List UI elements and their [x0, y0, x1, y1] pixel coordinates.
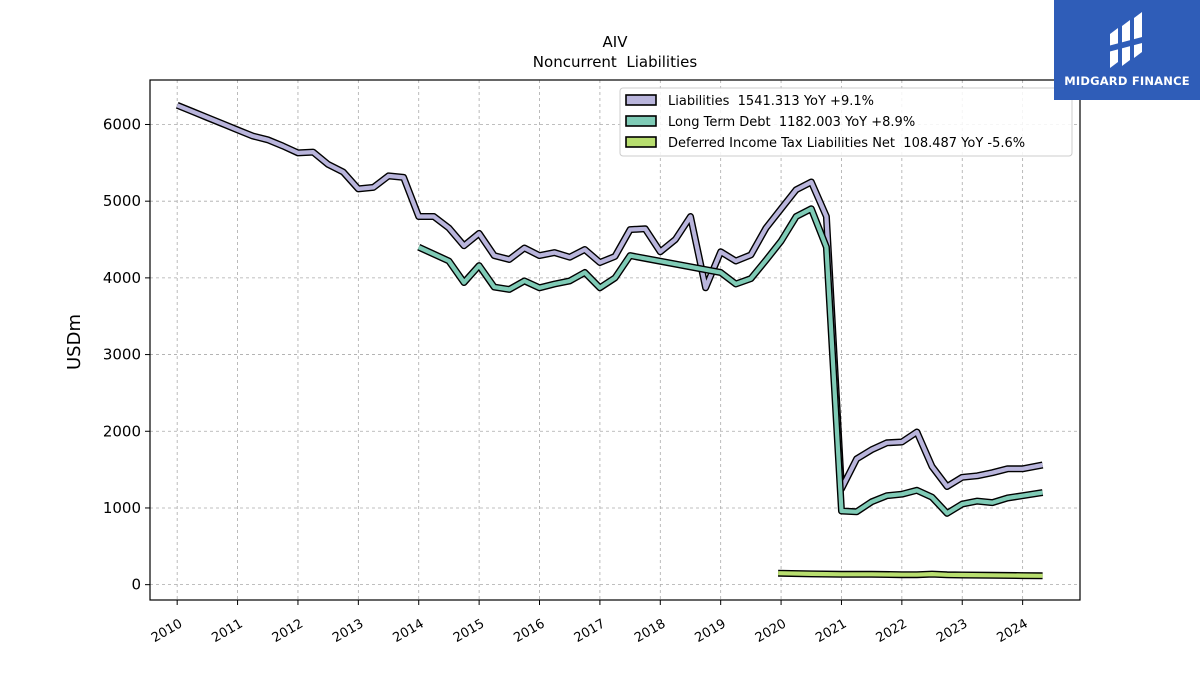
x-tick-label: 2023 [934, 616, 970, 646]
x-tick-label: 2022 [874, 616, 910, 646]
x-tick-label: 2012 [270, 616, 306, 646]
y-tick-label: 2000 [103, 422, 141, 440]
y-tick-label: 0 [131, 576, 141, 594]
y-tick-label: 5000 [103, 192, 141, 210]
x-tick-label: 2010 [149, 616, 185, 646]
legend-entry: Liabilities 1541.313 YoY +9.1% [668, 94, 874, 109]
legend-entry: Deferred Income Tax Liabilities Net 108.… [668, 136, 1025, 151]
series-layer [175, 102, 1044, 580]
x-tick-label: 2014 [391, 616, 427, 646]
y-tick-label: 4000 [103, 269, 141, 287]
y-tick-label: 1000 [103, 499, 141, 517]
legend-entry: Long Term Debt 1182.003 YoY +8.9% [668, 115, 915, 130]
legend-frame [619, 87, 1073, 157]
x-tick-label: 2011 [209, 616, 245, 646]
series-line-long-term-debt [417, 206, 1043, 516]
x-tick-label: 2021 [813, 616, 849, 646]
x-tick-label: 2013 [330, 616, 366, 646]
y-tick-label: 3000 [103, 346, 141, 364]
plot-frame [149, 79, 1081, 601]
midgard-logo-icon [1108, 12, 1146, 68]
x-tick-label: 2018 [632, 616, 668, 646]
chart-subtitle: Noncurrent Liabilities [533, 53, 698, 71]
y-tick-label: 6000 [103, 115, 141, 133]
x-tick-label: 2017 [572, 616, 608, 646]
brand-name: MIDGARD FINANCE [1064, 74, 1190, 88]
y-axis-label: USDm [64, 314, 85, 370]
x-tick-label: 2020 [753, 616, 789, 646]
x-axis: 2010 2011 2012 2013 2014 2015 2016 2017 2018 2019… [149, 600, 1031, 646]
y-axis: 0 1000 2000 3000 4000 5000 6000 [103, 115, 150, 594]
legend: Liabilities 1541.313 YoY +9.1% Long Term … [619, 87, 1073, 157]
x-tick-label: 2019 [693, 616, 729, 646]
legend-swatch [625, 115, 657, 127]
series-line-deferred-income-tax-liabilities-net [778, 571, 1043, 578]
brand-badge: MIDGARD FINANCE [1054, 0, 1200, 100]
grid-lines [150, 80, 1080, 600]
legend-swatch [625, 136, 657, 148]
x-tick-label: 2024 [994, 616, 1030, 646]
x-tick-label: 2015 [451, 616, 487, 646]
legend-swatch [625, 94, 657, 106]
x-tick-label: 2016 [511, 616, 547, 646]
series-line-liabilities [176, 103, 1043, 491]
chart-title: AIV [603, 33, 629, 51]
